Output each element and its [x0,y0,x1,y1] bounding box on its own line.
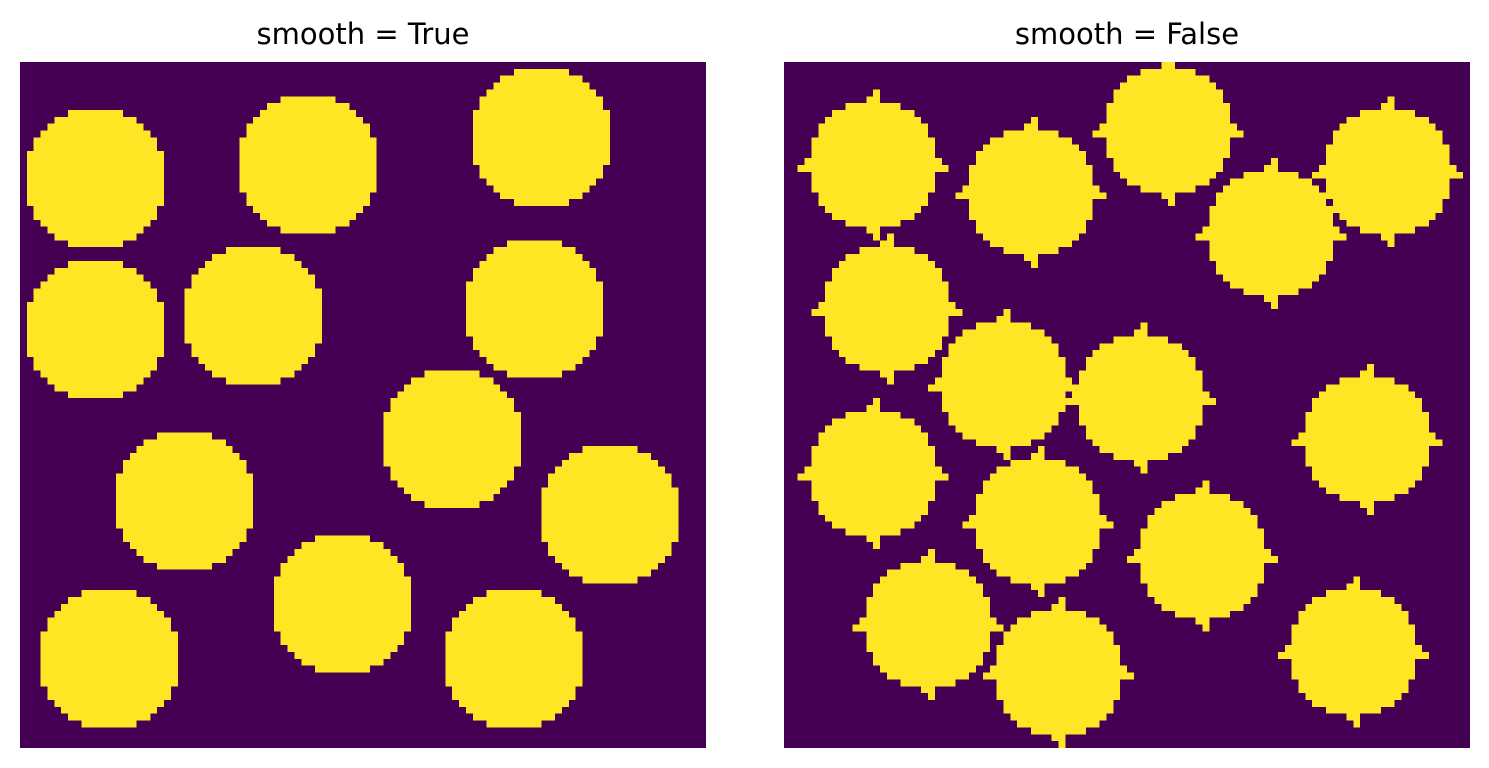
left-panel-title: smooth = True [20,14,706,54]
disk-4 [27,261,164,398]
disk-3 [473,69,610,206]
smooth-true-image [20,62,706,748]
disk-11 [41,590,178,727]
right-panel-title: smooth = False [784,14,1470,54]
disk-5 [185,247,322,384]
disk-2 [240,96,377,233]
smooth-false-image [784,62,1470,748]
disk-12 [445,590,582,727]
disk-8 [116,432,253,569]
disk-7 [384,371,521,508]
disk-9 [541,446,678,583]
disk-1 [27,110,164,247]
disk-10 [274,535,411,672]
disk-6 [466,240,603,377]
